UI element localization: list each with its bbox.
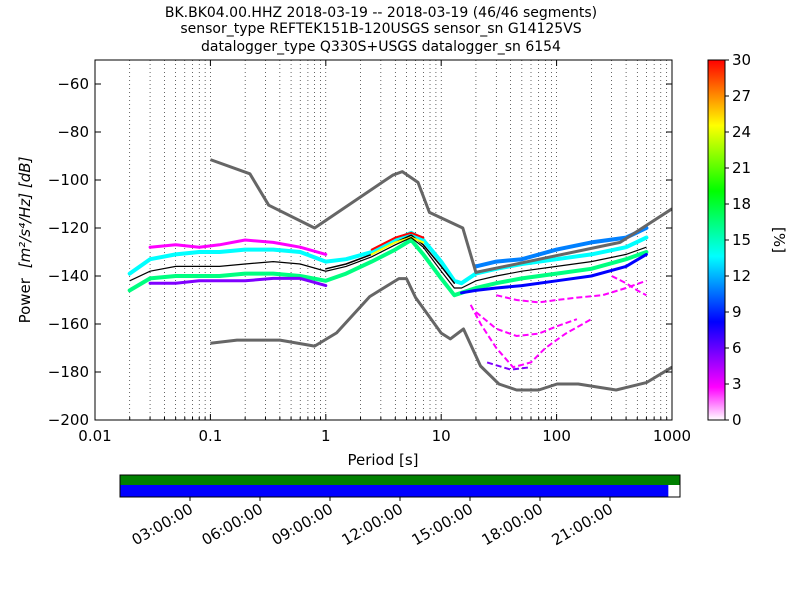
- y-axis-label-units: [m²/s⁴/Hz] [dB]: [16, 156, 34, 268]
- psd-band: [370, 236, 425, 256]
- psd-outlier-trace: [475, 311, 578, 338]
- noise-models: [209, 158, 672, 392]
- timeline-tick-label: 09:00:00: [269, 500, 336, 549]
- x-axis-label: Period [s]: [347, 451, 418, 469]
- psd-band: [325, 234, 456, 284]
- colorbar-tick-label: 6: [732, 339, 742, 357]
- colorbar-label: [%]: [770, 227, 788, 253]
- colorbar-tick-label: 12: [732, 267, 751, 285]
- colorbar-tick-label: 24: [732, 123, 751, 141]
- y-axis-label: Power [m²/s⁴/Hz] [dB]: [16, 156, 34, 323]
- x-tick-label: 0.01: [78, 427, 111, 445]
- y-tick-label: −200: [48, 411, 89, 429]
- psd-band: [148, 276, 328, 288]
- y-tick-label: −180: [48, 363, 89, 381]
- nhnm-line: [209, 158, 672, 274]
- psd-outlier-trace: [486, 361, 532, 371]
- grid: [129, 60, 668, 420]
- timeline-tick-label: 18:00:00: [479, 500, 546, 549]
- data-availability-bar: [120, 475, 680, 485]
- plot-area: [95, 60, 672, 420]
- colorbar-tick-label: 30: [732, 51, 751, 69]
- y-tick-label: −140: [48, 267, 89, 285]
- colorbar-tick-label: 9: [732, 303, 742, 321]
- figure-title: BK.BK04.00.HHZ 2018-03-19 -- 2018-03-19 …: [165, 5, 597, 55]
- timeline-tick-label: 12:00:00: [339, 500, 406, 549]
- psd-outlier-trace: [611, 275, 647, 297]
- title-line-1: BK.BK04.00.HHZ 2018-03-19 -- 2018-03-19 …: [165, 5, 597, 21]
- psd-band: [127, 238, 649, 298]
- psd-band: [460, 252, 648, 295]
- plot-frame: [94, 59, 673, 421]
- psd-data: [127, 226, 649, 371]
- y-axis-label-prefix: Power: [16, 277, 34, 323]
- timeline-tick-label: 21:00:00: [549, 500, 616, 549]
- y-tick-label: −160: [48, 315, 89, 333]
- colorbar-tick-label: 18: [732, 195, 751, 213]
- psd-band: [148, 238, 328, 256]
- x-axis: 0.01 0.1 1 10 100 1000: [78, 60, 691, 445]
- colorbar-tick-label: 0: [732, 411, 742, 429]
- timeline-tick-label: 15:00:00: [409, 500, 476, 549]
- title-line-3: datalogger_type Q330S+USGS datalogger_sn…: [201, 39, 561, 55]
- colorbar: 0 3 6 9 12 15 18 21 24 27 30 [%]: [707, 51, 788, 429]
- psd-outlier-trace: [469, 304, 592, 369]
- x-tick-label: 0.1: [198, 427, 222, 445]
- psd-coverage-bar: [120, 485, 669, 497]
- timeline-tick-label: 06:00:00: [199, 500, 266, 549]
- y-tick-label: −100: [48, 171, 89, 189]
- mean-psd-line: [129, 236, 647, 289]
- x-tick-label: 1000: [653, 427, 691, 445]
- x-tick-label: 1: [321, 427, 331, 445]
- colorbar-tick-label: 21: [732, 159, 751, 177]
- timeline-tick-label: 03:00:00: [129, 500, 196, 549]
- colorbar-tick-label: 27: [732, 87, 751, 105]
- psd-band: [370, 231, 425, 251]
- colorbar-tick-label: 3: [732, 375, 742, 393]
- colorbar-gradient: [707, 59, 726, 421]
- y-tick-label: −60: [57, 75, 89, 93]
- colorbar-ticks: 0 3 6 9 12 15 18 21 24 27 30: [725, 51, 751, 429]
- psd-plot: 0.01 0.1 1 10 100 1000 −200 −180 −160 −140 −120 −1…: [16, 59, 691, 469]
- psd-band: [127, 230, 649, 286]
- psd-outlier-trace: [496, 279, 647, 304]
- x-tick-label: 10: [432, 427, 451, 445]
- y-axis: −200 −180 −160 −140 −120 −100 −80 −60: [48, 75, 672, 429]
- data-availability-timeline: 03:00:00 06:00:00 09:00:00 12:00:00 15:00:00…: [119, 474, 681, 549]
- x-tick-label: 100: [542, 427, 571, 445]
- y-tick-label: −80: [57, 123, 89, 141]
- nlnm-line: [210, 277, 672, 392]
- title-line-2: sensor_type REFTEK151B-120USGS sensor_sn…: [180, 21, 581, 37]
- timeline-ticks: 03:00:00 06:00:00 09:00:00 12:00:00 15:00:00…: [129, 497, 616, 549]
- colorbar-tick-label: 15: [732, 231, 751, 249]
- y-tick-label: −120: [48, 219, 89, 237]
